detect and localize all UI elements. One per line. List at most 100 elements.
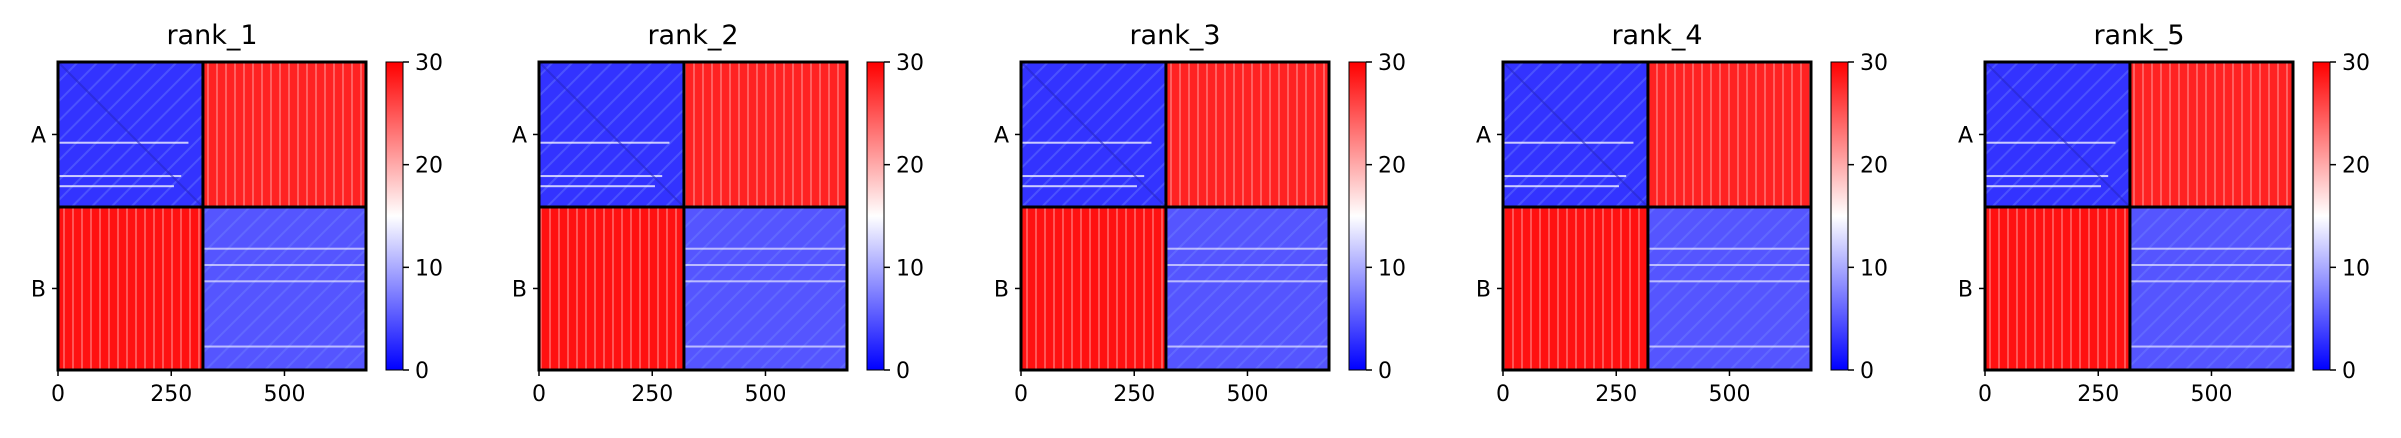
- block-texture: [1647, 62, 1811, 207]
- x-tick-label: 0: [1014, 382, 1028, 407]
- block-texture: [202, 206, 366, 370]
- colorbar-tick-label: 30: [1860, 51, 1888, 76]
- heatmap-streak: [1503, 141, 1634, 144]
- heatmap-streak: [1647, 280, 1811, 283]
- heatmap-streak: [1021, 185, 1137, 188]
- x-tick-label: 0: [1496, 382, 1510, 407]
- y-tick-label: B: [1476, 277, 1491, 302]
- y-tick-label: A: [31, 123, 46, 148]
- x-tick-label: 250: [150, 382, 192, 407]
- colorbar-tick-label: 0: [415, 359, 429, 384]
- x-tick-label: 0: [1978, 382, 1992, 407]
- block-texture: [1503, 206, 1648, 370]
- block-texture: [1165, 62, 1329, 207]
- heatmap-frame: [1983, 60, 2295, 372]
- heatmap-frame: [537, 60, 849, 372]
- chart-title: rank_2: [647, 20, 738, 51]
- x-tick-label: 250: [1595, 382, 1637, 407]
- heatmap-streak: [1165, 280, 1329, 283]
- heatmap-streak: [1647, 264, 1811, 267]
- heatmap-streak: [683, 280, 847, 283]
- heatmap-streak: [1985, 141, 2116, 144]
- heatmap-diagonal: [1502, 61, 1649, 208]
- colorbar-tick-label: 0: [2342, 359, 2356, 384]
- x-tick-label: 500: [744, 382, 786, 407]
- x-tick-label: 250: [631, 382, 673, 407]
- y-tick-label: B: [512, 277, 527, 302]
- subplot-rank_2: rank_2 A B 0 250 500 0 10 20 30: [512, 20, 924, 407]
- block-texture: [202, 62, 366, 207]
- colorbar-tick-label: 10: [1378, 256, 1406, 281]
- chart-title: rank_1: [166, 20, 257, 51]
- colorbar-tick-label: 20: [1860, 154, 1888, 179]
- colorbar: [385, 61, 404, 371]
- heatmap-streak: [1503, 185, 1619, 188]
- colorbar-tick-label: 30: [415, 51, 443, 76]
- heatmap-streak: [539, 175, 663, 178]
- heatmap-frame: [56, 60, 368, 372]
- x-tick-label: 0: [51, 382, 65, 407]
- x-tick-label: 250: [2077, 382, 2119, 407]
- chart-title: rank_3: [1129, 20, 1220, 51]
- block-texture: [58, 206, 203, 370]
- block-texture: [1985, 206, 2130, 370]
- colorbar-tick-label: 10: [415, 256, 443, 281]
- colorbar-tick-label: 10: [2342, 256, 2370, 281]
- y-tick-label: A: [1958, 123, 1973, 148]
- colorbar-tick-label: 30: [1378, 51, 1406, 76]
- block-texture: [1165, 206, 1329, 370]
- colorbar-tick-label: 20: [1378, 154, 1406, 179]
- heatmap-diagonal: [1020, 61, 1167, 208]
- heatmap-streak: [683, 345, 847, 348]
- subplot-rank_5: rank_5 A B 0 250 500 0 10 20 30: [1958, 20, 2370, 407]
- heatmap-streak: [1985, 175, 2109, 178]
- heatmap-streak: [202, 345, 366, 348]
- heatmap-diagonal: [1984, 61, 2131, 208]
- x-tick-label: 500: [1226, 382, 1268, 407]
- heatmap-streak: [1021, 175, 1145, 178]
- colorbar-tick-label: 0: [1378, 359, 1392, 384]
- heatmap-frame: [1501, 60, 1813, 372]
- heatmap-streak: [2129, 247, 2293, 250]
- colorbar-tick-label: 10: [896, 256, 924, 281]
- heatmap-streak: [683, 247, 847, 250]
- chart-title: rank_5: [2093, 20, 2184, 51]
- colorbar: [1348, 61, 1367, 371]
- block-texture: [1647, 206, 1811, 370]
- heatmap-streak: [1647, 247, 1811, 250]
- colorbar-tick-label: 30: [2342, 51, 2370, 76]
- x-tick-label: 250: [1113, 382, 1155, 407]
- heatmap-streak: [202, 247, 366, 250]
- y-tick-label: B: [1958, 277, 1973, 302]
- heatmap-streak: [2129, 280, 2293, 283]
- subplot-rank_4: rank_4 A B 0 250 500 0 10 20 30: [1476, 20, 1888, 407]
- colorbar: [1830, 61, 1849, 371]
- y-tick-label: B: [31, 277, 46, 302]
- colorbar-tick-label: 0: [896, 359, 910, 384]
- heatmap-streak: [58, 185, 174, 188]
- colorbar: [2312, 61, 2331, 371]
- y-tick-label: A: [512, 123, 527, 148]
- heatmap-frame: [1019, 60, 1331, 372]
- colorbar-tick-label: 20: [2342, 154, 2370, 179]
- heatmap-streak: [58, 141, 189, 144]
- subplot-rank_1: rank_1 A B 0 250 500 0 10 20 30: [31, 20, 443, 407]
- heatmap-diagonal: [538, 61, 685, 208]
- heatmap-streak: [1503, 175, 1627, 178]
- colorbar-tick-label: 20: [415, 154, 443, 179]
- x-tick-label: 500: [263, 382, 305, 407]
- block-texture: [539, 206, 684, 370]
- y-tick-label: A: [994, 123, 1009, 148]
- colorbar: [866, 61, 885, 371]
- heatmap-streak: [1165, 264, 1329, 267]
- colorbar-tick-label: 20: [896, 154, 924, 179]
- block-texture: [2129, 62, 2293, 207]
- heatmap-streak: [2129, 345, 2293, 348]
- y-tick-label: B: [994, 277, 1009, 302]
- heatmap-streak: [202, 280, 366, 283]
- colorbar-tick-label: 10: [1860, 256, 1888, 281]
- heatmap-streak: [539, 141, 670, 144]
- block-texture: [2129, 206, 2293, 370]
- heatmap-streak: [539, 185, 655, 188]
